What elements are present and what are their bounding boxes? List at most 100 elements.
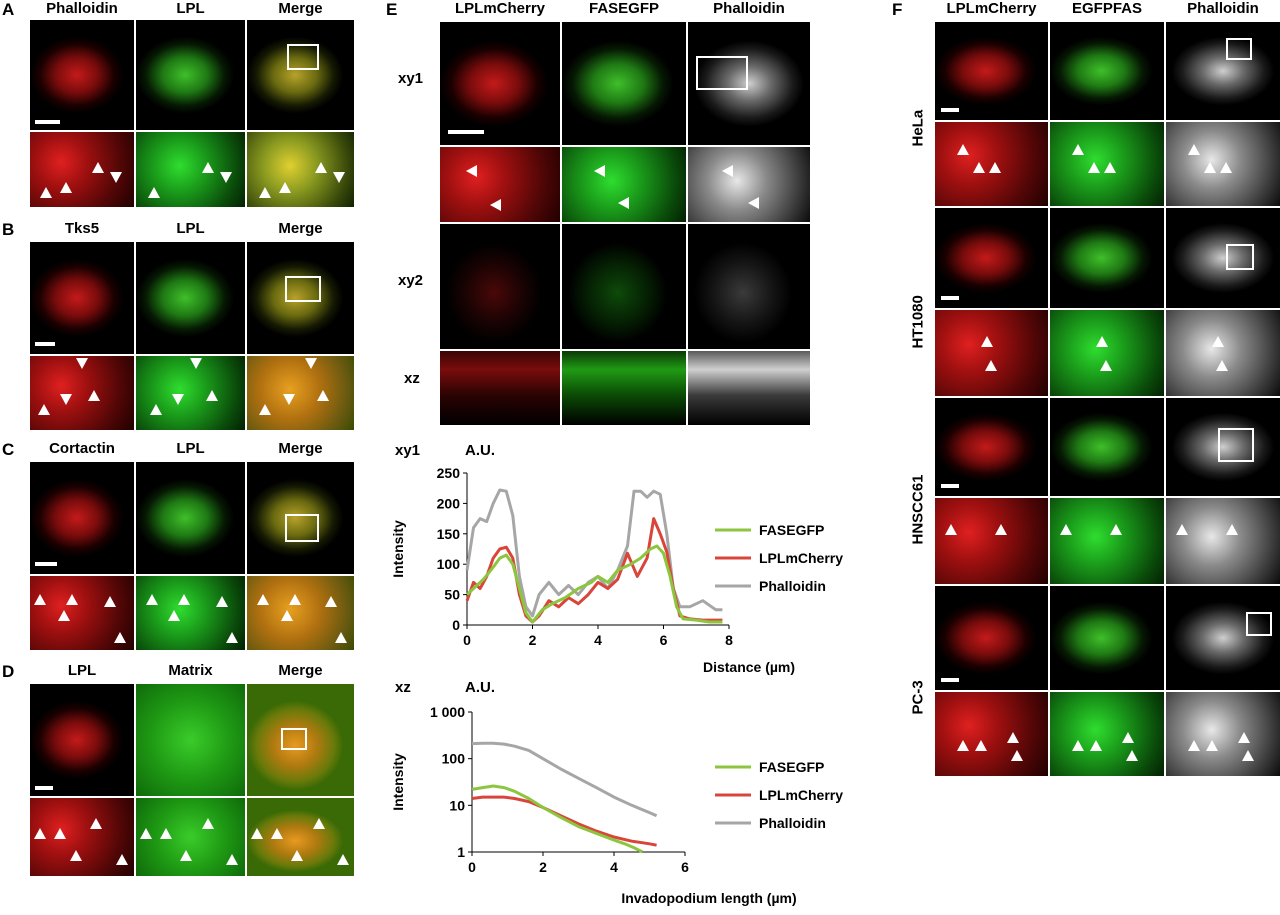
arrowhead-icon: [291, 850, 303, 861]
series-line-phalloidin: [471, 741, 658, 818]
arrowhead-icon: [1220, 162, 1232, 173]
image-f-row4-phalloidin: [1166, 310, 1280, 396]
cell-line-hnscc61: HNSCC61: [909, 474, 927, 545]
zoom-c-merge: [247, 576, 354, 650]
arrowhead-icon: [110, 172, 122, 183]
arrowhead-icon: [226, 854, 238, 865]
panel-letter-e: E: [386, 0, 398, 19]
header-a-1: Phalloidin: [46, 0, 118, 17]
zoom-a-phalloidin: [30, 132, 134, 207]
chart-unit-label: A.U.: [465, 442, 495, 459]
y-axis-label: Intensity: [390, 520, 406, 578]
header-b-2: LPL: [176, 220, 205, 237]
arrowhead-icon: [259, 404, 271, 415]
scale-bar: [941, 108, 959, 112]
arrowhead-icon: [1204, 162, 1216, 173]
row-label-xy2: xy2: [398, 272, 424, 289]
arrowhead-icon: [995, 524, 1007, 535]
arrowhead-icon: [271, 828, 283, 839]
arrowhead-icon: [202, 162, 214, 173]
y-tick-label: 50: [444, 587, 460, 603]
header-d-2: Matrix: [168, 662, 213, 679]
zoom-e-phalloidin: [688, 147, 810, 222]
arrowhead-icon: [1242, 750, 1254, 761]
row-label-xz: xz: [404, 370, 420, 387]
image-f-row1-phalloidin: [1166, 22, 1280, 120]
arrowhead-icon: [251, 828, 263, 839]
chart-xz: xz A.U. 1 10 100 1 000 0 2 4 6 Intensity Invadopodi…: [385, 672, 885, 910]
arrowhead-icon: [60, 394, 72, 405]
image-d-merge: [247, 684, 354, 796]
arrowhead-icon: [38, 404, 50, 415]
image-e-xy1-phalloidin: [688, 22, 810, 145]
image-f-row1-egfpfas: [1050, 22, 1164, 120]
image-e-xy2-fasegfp: [562, 224, 686, 349]
x-tick-label: 2: [529, 632, 537, 648]
arrowhead-icon: [1100, 360, 1112, 371]
arrowhead-icon: [281, 610, 293, 621]
series-line-fasegfp: [471, 784, 644, 854]
arrowhead-icon: [1060, 524, 1072, 535]
image-c-lpl: [136, 462, 245, 574]
image-f-row8-lplmcherry: [935, 692, 1048, 776]
legend-label-lplmcherry: LPLmCherry: [759, 787, 843, 803]
arrowhead-icon: [226, 632, 238, 643]
image-f-row2-egfpfas: [1050, 122, 1164, 206]
scale-bar: [35, 562, 57, 566]
image-f-row3-lplmcherry: [935, 208, 1048, 308]
image-e-xy2-phalloidin: [688, 224, 810, 349]
image-f-row5-egfpfas: [1050, 398, 1164, 496]
arrowhead-icon: [34, 828, 46, 839]
header-f-2: EGFPFAS: [1071, 0, 1142, 17]
image-f-row6-egfpfas: [1050, 498, 1164, 584]
image-e-xy1-lplmcherry: [440, 22, 560, 145]
y-tick-label: 1 000: [430, 704, 465, 720]
zoom-box: [1226, 38, 1252, 60]
arrowhead-icon: [335, 632, 347, 643]
image-e-xz-fasegfp: [562, 351, 686, 425]
image-f-row8-phalloidin: [1166, 692, 1280, 776]
arrowhead-icon: [220, 172, 232, 183]
arrowhead-icon: [54, 828, 66, 839]
scale-bar: [448, 130, 484, 134]
arrowhead-icon: [190, 358, 202, 369]
arrowhead-icon: [1216, 360, 1228, 371]
zoom-box: [1246, 612, 1272, 636]
image-f-row2-phalloidin: [1166, 122, 1280, 206]
header-c-2: LPL: [176, 440, 205, 457]
arrowhead-icon: [160, 828, 172, 839]
header-f-3: Phalloidin: [1187, 0, 1259, 17]
series-line-phalloidin: [465, 488, 723, 618]
image-f-row3-egfpfas: [1050, 208, 1164, 308]
image-f-row8-egfpfas: [1050, 692, 1164, 776]
panel-letter-b: B: [2, 220, 15, 239]
header-a-2: LPL: [176, 0, 205, 17]
arrowhead-icon: [313, 818, 325, 829]
zoom-d-merge: [247, 798, 354, 876]
y-axis-label: Intensity: [390, 753, 406, 811]
header-d-1: LPL: [67, 662, 97, 679]
legend-label-lplmcherry: LPLmCherry: [759, 550, 843, 566]
arrowhead-icon: [90, 818, 102, 829]
chart-unit-label: A.U.: [465, 679, 495, 696]
zoom-c-lpl: [136, 576, 245, 650]
image-e-xy2-lplmcherry: [440, 224, 560, 349]
arrowhead-icon: [315, 162, 327, 173]
image-b-merge: [247, 242, 354, 354]
arrowhead-icon: [1126, 750, 1138, 761]
image-e-xz-lplmcherry: [440, 351, 560, 425]
zoom-a-lpl: [136, 132, 245, 207]
arrowhead-icon: [206, 390, 218, 401]
arrowhead-icon: [60, 182, 72, 193]
image-f-row5-lplmcherry: [935, 398, 1048, 496]
arrowhead-icon: [1122, 732, 1134, 743]
panel-letter-f: F: [892, 0, 903, 19]
header-e-3: Phalloidin: [713, 0, 785, 17]
y-tick-label: 10: [449, 797, 465, 813]
image-f-row1-lplmcherry: [935, 22, 1048, 120]
legend-label-fasegfp: FASEGFP: [759, 759, 824, 775]
arrowhead-icon: [1096, 336, 1108, 347]
image-e-xy1-fasegfp: [562, 22, 686, 145]
arrowhead-icon: [1206, 740, 1218, 751]
arrowhead-icon: [66, 594, 78, 605]
